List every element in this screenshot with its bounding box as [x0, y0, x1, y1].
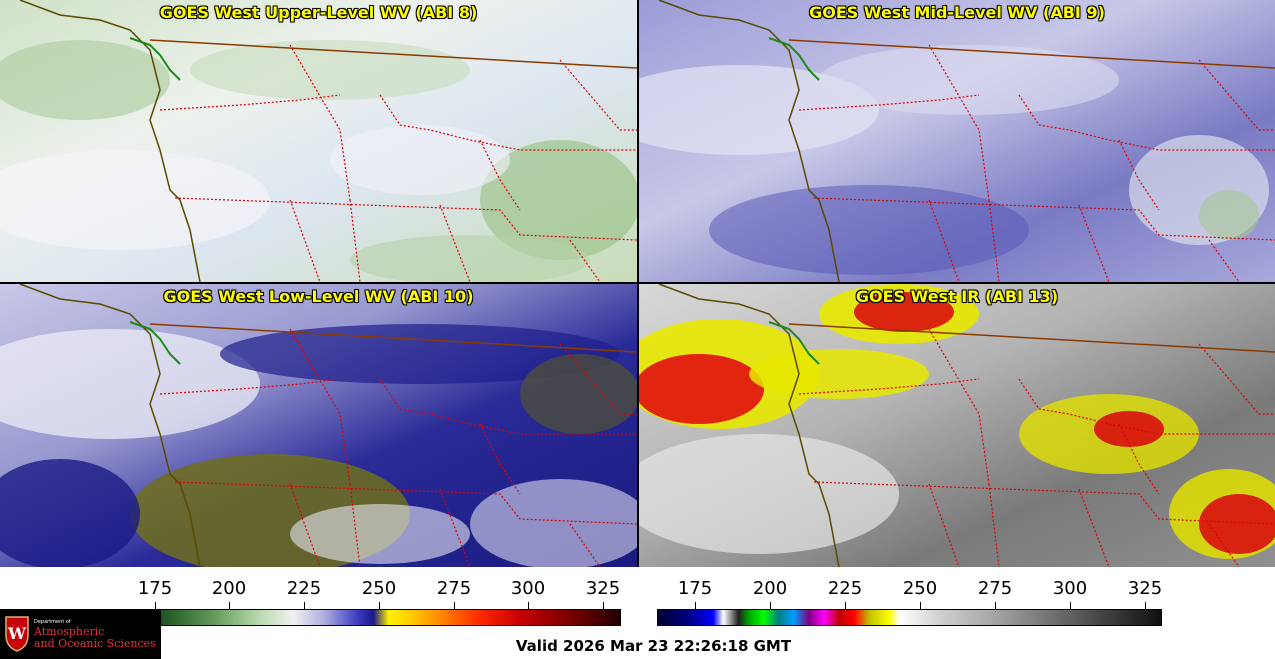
panel-title: GOES West Mid-Level WV (ABI 9) — [809, 3, 1105, 22]
valid-time: Valid 2026 Mar 23 22:26:18 GMT — [515, 637, 792, 655]
panel-upper-level-wv: GOES West Upper-Level WV (ABI 8) — [0, 0, 637, 282]
satellite-image-low-wv — [0, 284, 637, 567]
colorbar-left-tick: 225 — [286, 578, 322, 599]
colorbar-right-tick: 250 — [902, 578, 938, 599]
panel-mid-level-wv: GOES West Mid-Level WV (ABI 9) — [639, 0, 1275, 282]
logo-dept-text: Department of — [34, 619, 71, 625]
map-borders — [19, 284, 637, 567]
colorbar-right-tick: 225 — [827, 578, 863, 599]
colorbar-left-tick: 175 — [137, 578, 173, 599]
colorbar-right-tick: 300 — [1052, 578, 1088, 599]
satellite-image-ir — [639, 284, 1275, 567]
colorbar-right-tick: 175 — [677, 578, 713, 599]
panel-ir: GOES West IR (ABI 13) — [639, 284, 1275, 567]
panel-title: GOES West Upper-Level WV (ABI 8) — [159, 3, 478, 22]
colorbar-water-vapor — [116, 609, 621, 626]
logo-line1: Atmospheric — [34, 625, 105, 638]
colorbar-right-tick: 200 — [752, 578, 788, 599]
panel-low-level-wv: GOES West Low-Level WV (ABI 10) — [0, 284, 637, 567]
map-borders — [658, 0, 1275, 282]
colorbar-right-tick: 325 — [1127, 578, 1163, 599]
svg-text:W: W — [7, 624, 27, 643]
colorbar-right-tick: 275 — [977, 578, 1013, 599]
map-borders — [658, 284, 1275, 567]
colorbar-left-tick: 325 — [585, 578, 621, 599]
satellite-image-mid-wv — [639, 0, 1275, 282]
colorbar-left-tick: 200 — [211, 578, 247, 599]
panel-title: GOES West Low-Level WV (ABI 10) — [163, 287, 474, 306]
colorbar-left-tick: 300 — [510, 578, 546, 599]
colorbar-left-tick: 250 — [361, 578, 397, 599]
map-borders — [19, 0, 637, 282]
logo-line2: and Oceanic Sciences — [34, 637, 156, 650]
uw-crest-icon: W — [5, 616, 29, 652]
panel-title: GOES West IR (ABI 13) — [855, 287, 1059, 306]
aos-logo: W Department of Atmospheric and Oceanic … — [0, 609, 161, 659]
colorbar-infrared — [657, 609, 1162, 626]
panel-divider-horizontal — [0, 282, 1275, 284]
colorbar-left-tick: 275 — [436, 578, 472, 599]
